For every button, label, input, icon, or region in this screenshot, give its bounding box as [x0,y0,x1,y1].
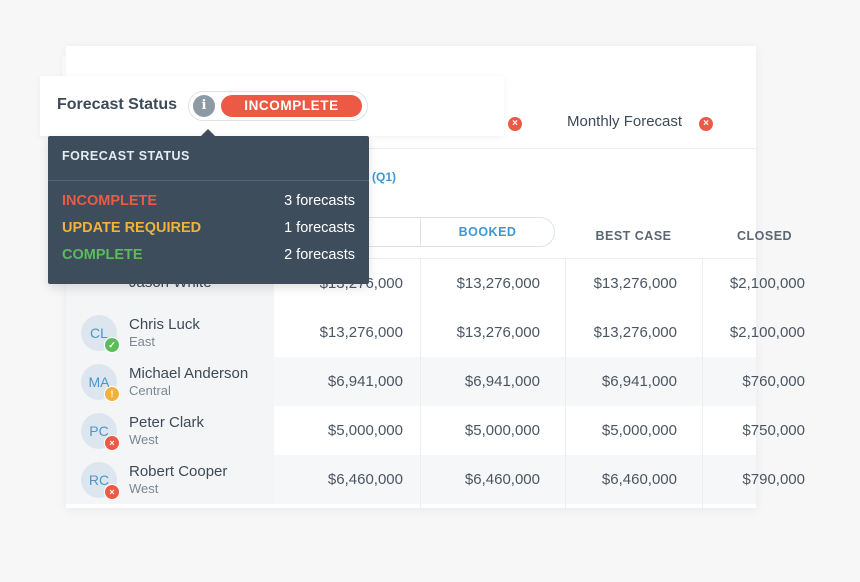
name-cell: MA ! Michael Anderson Central [66,357,274,406]
avatar: RC × [81,462,120,500]
person-name: Peter Clark [129,414,205,431]
name-cell: CL ✓ Chris Luck East [66,308,274,357]
update-required-clock-icon: ! [104,386,120,402]
tooltip-row-incomplete: INCOMPLETE 3 forecasts [62,193,355,211]
tooltip-divider [48,180,369,181]
value-cell: $760,000 [742,373,805,390]
column-header-best-case[interactable]: BEST CASE [595,229,672,243]
value-cell: $5,000,000 [327,422,403,439]
avatar: MA ! [81,364,120,402]
value-cell: $13,276,000 [456,275,540,292]
status-label-complete: COMPLETE [62,247,143,263]
value-cell: $13,276,000 [593,324,677,341]
value-cell: $13,276,000 [593,275,677,292]
period-label: (Q1) [372,170,396,184]
person-name: Michael Anderson [129,365,249,382]
name-cell: RC × Robert Cooper West [66,455,274,504]
value-cell: $2,100,000 [729,324,805,341]
tooltip-row-complete: COMPLETE 2 forecasts [62,247,355,265]
status-count: 3 forecasts [284,193,355,209]
column-divider [420,258,421,508]
tooltip-title: FORECAST STATUS [62,149,190,163]
value-cell: $6,941,000 [327,373,403,390]
value-cell: $5,000,000 [464,422,540,439]
column-divider [565,258,566,508]
person-region: East [129,334,156,349]
status-count: 1 forecasts [284,220,355,236]
remove-monthly-forecast-icon[interactable]: × [699,117,713,131]
table-row[interactable]: RC × Robert Cooper West $6,460,000 $6,46… [66,455,805,504]
status-count: 2 forecasts [284,247,355,263]
tooltip-row-update-required: UPDATE REQUIRED 1 forecasts [62,220,355,238]
value-cell: $2,100,000 [729,275,805,292]
column-header-row: BEST CASE CLOSED [66,214,792,259]
forecast-status-pill[interactable] [188,91,368,121]
column-header-closed[interactable]: CLOSED [737,229,793,243]
person-region: West [129,432,159,447]
value-cell: $13,276,000 [319,324,403,341]
status-label-update-required: UPDATE REQUIRED [62,220,202,236]
table-row[interactable]: PC × Peter Clark West $5,000,000 $5,000,… [66,406,805,455]
person-region: Central [129,383,171,398]
value-cell: $790,000 [742,471,805,488]
forecast-types-row: × Monthly Forecast × [66,96,756,149]
complete-check-icon: ✓ [104,337,120,353]
incomplete-x-icon: × [104,435,120,451]
status-badge[interactable]: INCOMPLETE [221,95,362,117]
column-divider [702,258,703,508]
value-cell: $750,000 [742,422,805,439]
info-icon[interactable]: i [193,95,215,117]
value-cell: $6,941,000 [601,373,677,390]
name-cell: PC × Peter Clark West [66,406,274,455]
column-header-booked[interactable]: BOOKED [420,217,555,247]
person-name: Robert Cooper [129,463,228,480]
table-row[interactable]: MA ! Michael Anderson Central $6,941,000… [66,357,805,406]
forecast-status-title: Forecast Status [57,96,178,113]
value-cell: $6,460,000 [327,471,403,488]
monthly-forecast-label[interactable]: Monthly Forecast [567,113,683,130]
avatar: CL ✓ [81,315,120,353]
person-name: Chris Luck [129,316,200,333]
incomplete-x-icon: × [104,484,120,500]
person-region: West [129,481,159,496]
table-row[interactable]: CL ✓ Chris Luck East $13,276,000 $13,276… [66,308,805,357]
forecast-status-card: Forecast Status i INCOMPLETE [40,76,504,136]
value-cell: $5,000,000 [601,422,677,439]
forecast-status-tooltip: FORECAST STATUS INCOMPLETE 3 forecasts U… [48,129,369,284]
status-label-incomplete: INCOMPLETE [62,193,158,209]
value-cell: $6,460,000 [601,471,677,488]
value-cell: $6,460,000 [464,471,540,488]
remove-icon[interactable]: × [508,117,522,131]
value-cell: $13,276,000 [456,324,540,341]
value-cell: $6,941,000 [464,373,540,390]
avatar: PC × [81,413,120,451]
